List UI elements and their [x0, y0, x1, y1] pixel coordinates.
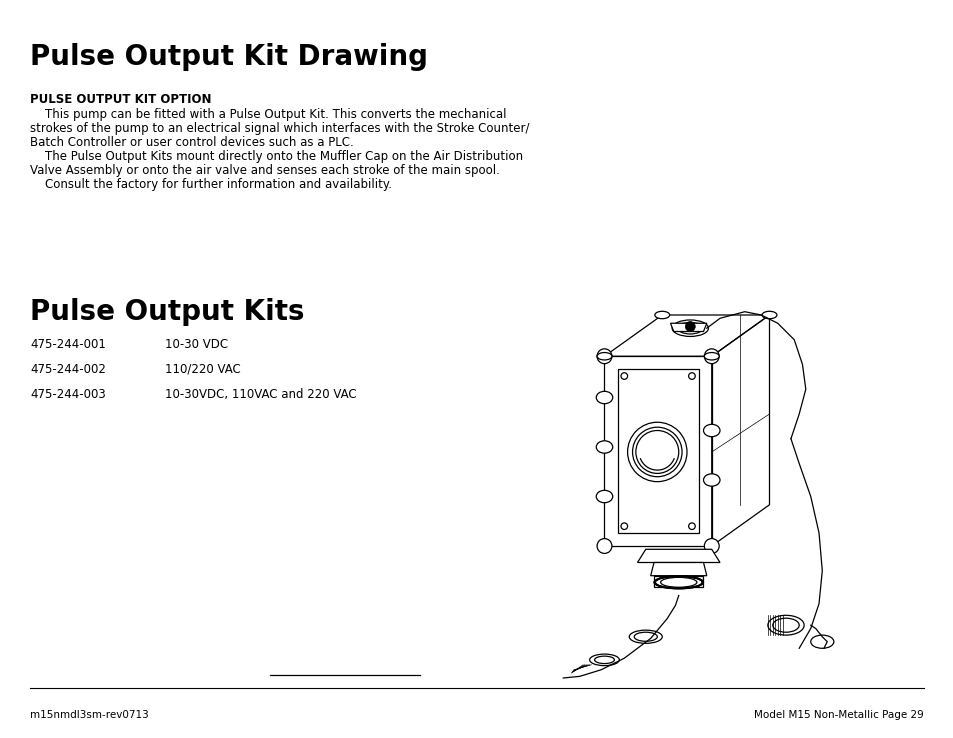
Ellipse shape	[659, 577, 697, 587]
Text: 475-244-002: 475-244-002	[30, 363, 106, 376]
Text: 110/220 VAC: 110/220 VAC	[165, 363, 240, 376]
Polygon shape	[650, 562, 706, 576]
Text: 475-244-003: 475-244-003	[30, 388, 106, 401]
Ellipse shape	[596, 391, 612, 404]
Circle shape	[620, 373, 627, 379]
Polygon shape	[637, 549, 720, 562]
Circle shape	[703, 349, 719, 364]
Ellipse shape	[596, 490, 612, 503]
Text: Batch Controller or user control devices such as a PLC.: Batch Controller or user control devices…	[30, 136, 354, 149]
Ellipse shape	[772, 618, 799, 632]
Ellipse shape	[810, 635, 833, 648]
Polygon shape	[670, 323, 706, 331]
Ellipse shape	[629, 630, 661, 644]
Ellipse shape	[634, 632, 657, 641]
Text: Model M15 Non-Metallic Page 29: Model M15 Non-Metallic Page 29	[754, 710, 923, 720]
Circle shape	[620, 523, 627, 529]
Circle shape	[688, 523, 695, 529]
Ellipse shape	[654, 576, 702, 589]
Text: Pulse Output Kit Drawing: Pulse Output Kit Drawing	[30, 43, 428, 71]
Ellipse shape	[597, 353, 611, 360]
Text: This pump can be fitted with a Pulse Output Kit. This converts the mechanical: This pump can be fitted with a Pulse Out…	[30, 108, 506, 121]
Text: 475-244-001: 475-244-001	[30, 338, 106, 351]
Text: Valve Assembly or onto the air valve and senses each stroke of the main spool.: Valve Assembly or onto the air valve and…	[30, 164, 499, 177]
Ellipse shape	[702, 474, 720, 486]
Ellipse shape	[767, 615, 803, 635]
Text: The Pulse Output Kits mount directly onto the Muffler Cap on the Air Distributio: The Pulse Output Kits mount directly ont…	[30, 150, 522, 163]
Circle shape	[597, 349, 611, 364]
Text: 10-30VDC, 110VAC and 220 VAC: 10-30VDC, 110VAC and 220 VAC	[165, 388, 356, 401]
Text: Pulse Output Kits: Pulse Output Kits	[30, 298, 304, 326]
Polygon shape	[654, 576, 702, 587]
Ellipse shape	[761, 311, 776, 319]
Circle shape	[597, 539, 611, 554]
Text: PULSE OUTPUT KIT OPTION: PULSE OUTPUT KIT OPTION	[30, 93, 212, 106]
Ellipse shape	[702, 424, 720, 437]
Text: 10-30 VDC: 10-30 VDC	[165, 338, 228, 351]
Ellipse shape	[589, 654, 618, 666]
Circle shape	[688, 373, 695, 379]
Ellipse shape	[594, 656, 614, 663]
Text: m15nmdl3sm-rev0713: m15nmdl3sm-rev0713	[30, 710, 149, 720]
Text: Consult the factory for further information and availability.: Consult the factory for further informat…	[30, 178, 392, 191]
Circle shape	[684, 322, 695, 331]
Ellipse shape	[596, 441, 612, 453]
Ellipse shape	[654, 311, 669, 319]
Circle shape	[703, 539, 719, 554]
Ellipse shape	[703, 353, 719, 360]
Text: strokes of the pump to an electrical signal which interfaces with the Stroke Cou: strokes of the pump to an electrical sig…	[30, 122, 529, 135]
